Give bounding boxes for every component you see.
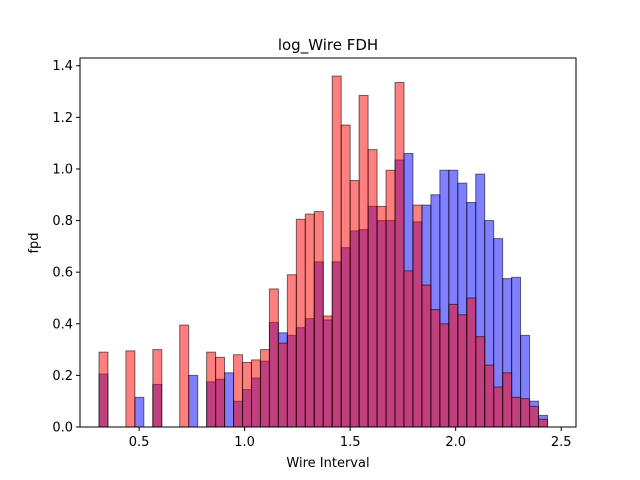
- bar: [376, 205, 387, 428]
- bar: [313, 211, 324, 428]
- bar: [529, 405, 540, 428]
- bar: [448, 303, 459, 428]
- bar: [421, 284, 432, 428]
- bar: [403, 270, 414, 428]
- bar: [511, 396, 522, 428]
- bar: [125, 350, 136, 428]
- bar: [268, 288, 279, 428]
- x-tick-label: 2.5: [551, 435, 572, 450]
- y-tick-label: 0.0: [52, 421, 73, 436]
- chart-title: log_Wire FDH: [278, 36, 378, 55]
- bar: [394, 82, 405, 428]
- bar: [484, 364, 495, 428]
- bar: [466, 297, 477, 428]
- y-tick-label: 1.2: [52, 111, 73, 126]
- bar: [215, 356, 226, 428]
- y-tick-label: 0.2: [52, 369, 73, 384]
- bar: [412, 204, 423, 428]
- x-tick-label: 2.0: [445, 435, 466, 450]
- bar: [520, 398, 531, 428]
- bar: [179, 324, 190, 428]
- bar: [349, 180, 360, 428]
- x-tick-label: 1.5: [340, 435, 361, 450]
- x-tick-label: 1.0: [234, 435, 255, 450]
- bar: [457, 314, 468, 428]
- bar: [385, 169, 396, 428]
- y-tick-label: 0.8: [52, 214, 73, 229]
- bar: [322, 315, 333, 428]
- bar: [430, 309, 441, 428]
- bar: [206, 351, 217, 428]
- bar: [242, 361, 252, 428]
- bar: [340, 124, 351, 428]
- bar: [295, 218, 306, 428]
- y-axis-ticks: 0.0 0.2 0.4 0.6 0.8 1.0 1.2 1.4: [52, 59, 80, 436]
- bar: [250, 359, 261, 428]
- y-axis-label: fpd: [27, 232, 42, 253]
- bar: [224, 372, 235, 428]
- bar: [331, 75, 342, 428]
- x-axis-ticks: 0.5 1.0 1.5 2.0 2.5: [129, 427, 572, 450]
- y-tick-label: 0.6: [52, 266, 73, 281]
- bar: [367, 149, 378, 428]
- bar: [358, 94, 369, 428]
- bar: [286, 274, 297, 428]
- bar: [98, 351, 109, 428]
- bar: [188, 374, 199, 428]
- bar: [493, 386, 504, 428]
- bar: [259, 349, 270, 428]
- bar: [475, 336, 486, 428]
- y-tick-label: 1.4: [52, 59, 73, 74]
- plot-frame: [79, 57, 577, 428]
- x-tick-label: 0.5: [129, 435, 150, 450]
- y-tick-label: 0.4: [52, 317, 73, 332]
- bar: [233, 354, 244, 428]
- x-axis-label: Wire Interval: [286, 456, 369, 471]
- bar: [152, 349, 163, 428]
- bar: [304, 213, 315, 428]
- bar: [538, 418, 549, 428]
- y-tick-label: 1.0: [52, 162, 73, 177]
- bar: [277, 342, 288, 428]
- bar: [502, 372, 513, 428]
- bar: [439, 323, 450, 428]
- bar: [134, 396, 145, 428]
